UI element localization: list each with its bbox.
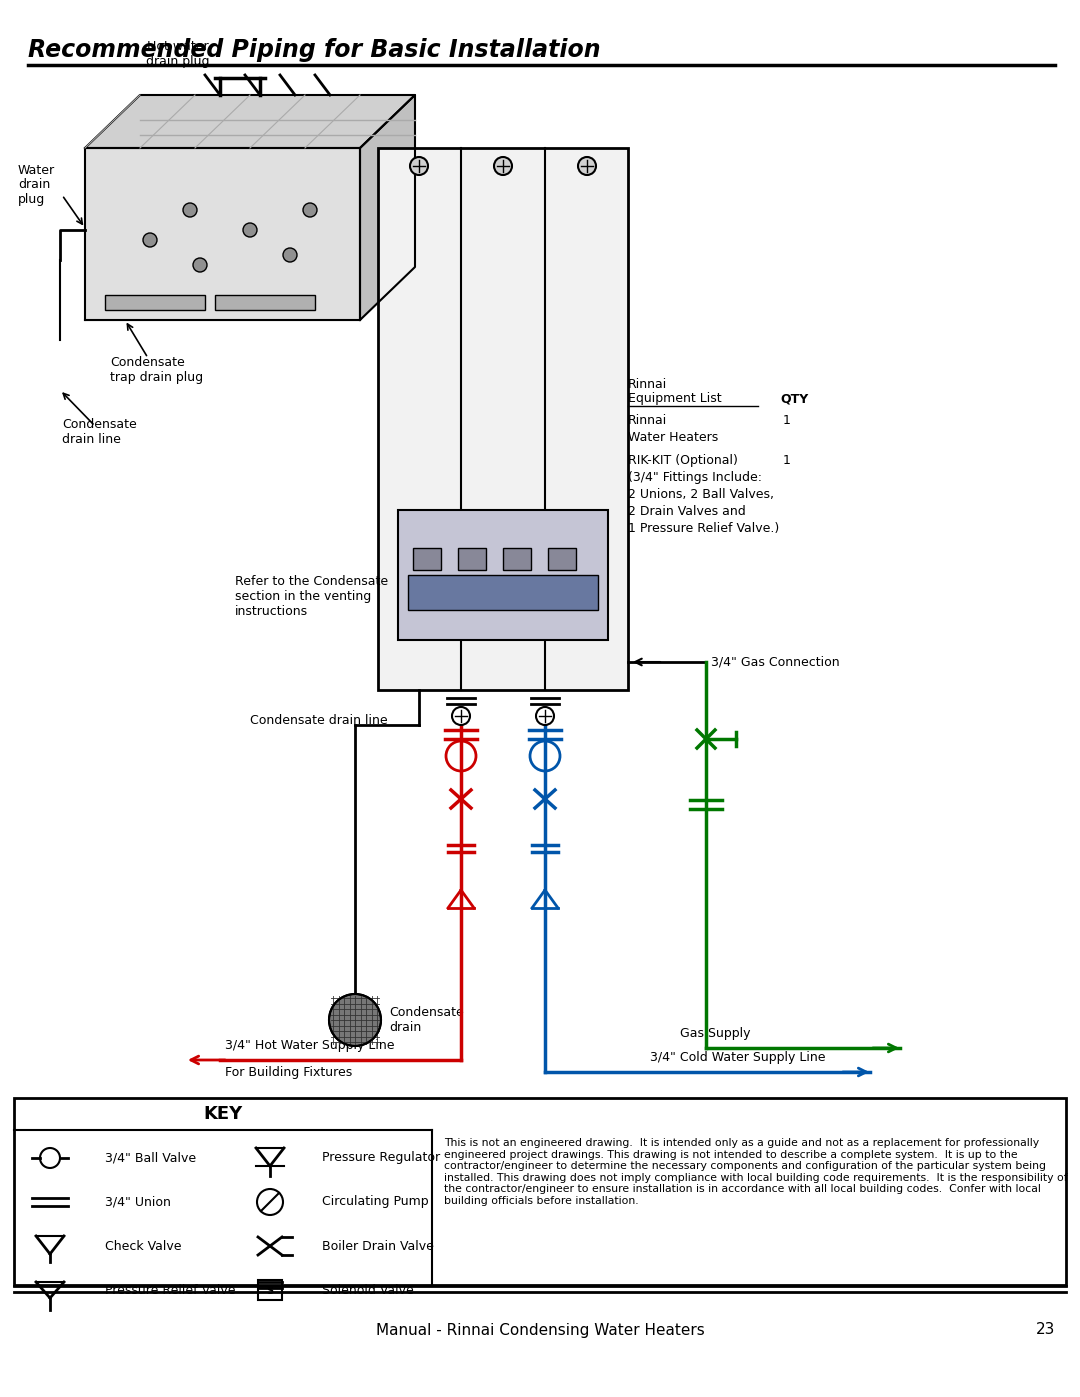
Circle shape [183, 203, 197, 217]
Text: S: S [267, 1287, 273, 1296]
Text: 1: 1 [783, 454, 791, 467]
Circle shape [453, 707, 470, 725]
Polygon shape [360, 95, 415, 320]
Circle shape [143, 233, 157, 247]
Bar [413, 548, 441, 570]
Text: 3/4" Hot Water Supply Line: 3/4" Hot Water Supply Line [225, 1039, 394, 1052]
Bar [378, 148, 627, 690]
Text: Recommended Piping for Basic Installation: Recommended Piping for Basic Installatio… [28, 38, 600, 61]
Bar [548, 548, 576, 570]
Text: Rinnai: Rinnai [627, 379, 667, 391]
Bar [503, 548, 531, 570]
Text: RIK-KIT (Optional)
(3/4" Fittings Include:
2 Unions, 2 Ball Valves,
2 Drain Valv: RIK-KIT (Optional) (3/4" Fittings Includ… [627, 454, 780, 535]
Text: For Building Fixtures: For Building Fixtures [225, 1066, 352, 1078]
Bar [458, 548, 486, 570]
Text: Water
drain
plug: Water drain plug [18, 163, 55, 207]
Circle shape [329, 995, 381, 1046]
Text: Solenoid Valve: Solenoid Valve [322, 1284, 414, 1296]
Text: 3/4" Gas Connection: 3/4" Gas Connection [711, 655, 839, 669]
Text: Equipment List: Equipment List [627, 393, 721, 405]
Bar [215, 295, 315, 310]
Text: Condensate drain line: Condensate drain line [249, 714, 388, 726]
Text: Boiler Drain Valve: Boiler Drain Valve [322, 1239, 434, 1253]
Polygon shape [85, 148, 360, 320]
Text: 23: 23 [1036, 1323, 1055, 1337]
Text: Condensate
drain: Condensate drain [389, 1006, 463, 1034]
Bar [258, 1280, 282, 1301]
Text: Pressure Regulator: Pressure Regulator [322, 1151, 441, 1165]
Bar [408, 576, 598, 610]
Text: Pressure Relief Valve: Pressure Relief Valve [105, 1284, 235, 1296]
Bar [105, 295, 205, 310]
Text: Refer to the Condensate
section in the venting
instructions: Refer to the Condensate section in the v… [235, 576, 388, 617]
Text: Condensate
drain line: Condensate drain line [62, 418, 137, 446]
Text: QTY: QTY [780, 393, 808, 405]
Circle shape [303, 203, 318, 217]
Polygon shape [85, 95, 415, 148]
Circle shape [410, 156, 428, 175]
Text: 1: 1 [783, 414, 791, 427]
Text: Manual - Rinnai Condensing Water Heaters: Manual - Rinnai Condensing Water Heaters [376, 1323, 704, 1337]
Bar [14, 1098, 1066, 1285]
Text: KEY: KEY [203, 1105, 243, 1123]
Circle shape [193, 258, 207, 272]
Bar [399, 510, 608, 640]
Text: 3/4" Union: 3/4" Union [105, 1196, 171, 1208]
Text: Condensate
trap drain plug: Condensate trap drain plug [110, 356, 203, 384]
Text: Hot water
drain plug: Hot water drain plug [146, 41, 210, 68]
Circle shape [243, 224, 257, 237]
Circle shape [494, 156, 512, 175]
Text: Gas Supply: Gas Supply [680, 1027, 751, 1039]
Text: Check Valve: Check Valve [105, 1239, 181, 1253]
Circle shape [536, 707, 554, 725]
Text: This is not an engineered drawing.  It is intended only as a guide and not as a : This is not an engineered drawing. It is… [444, 1139, 1068, 1206]
Circle shape [578, 156, 596, 175]
Circle shape [283, 249, 297, 263]
Text: Rinnai
Water Heaters: Rinnai Water Heaters [627, 414, 718, 444]
Text: 3/4" Cold Water Supply Line: 3/4" Cold Water Supply Line [650, 1051, 825, 1065]
Text: Circulating Pump: Circulating Pump [322, 1196, 429, 1208]
Text: 3/4" Ball Valve: 3/4" Ball Valve [105, 1151, 197, 1165]
